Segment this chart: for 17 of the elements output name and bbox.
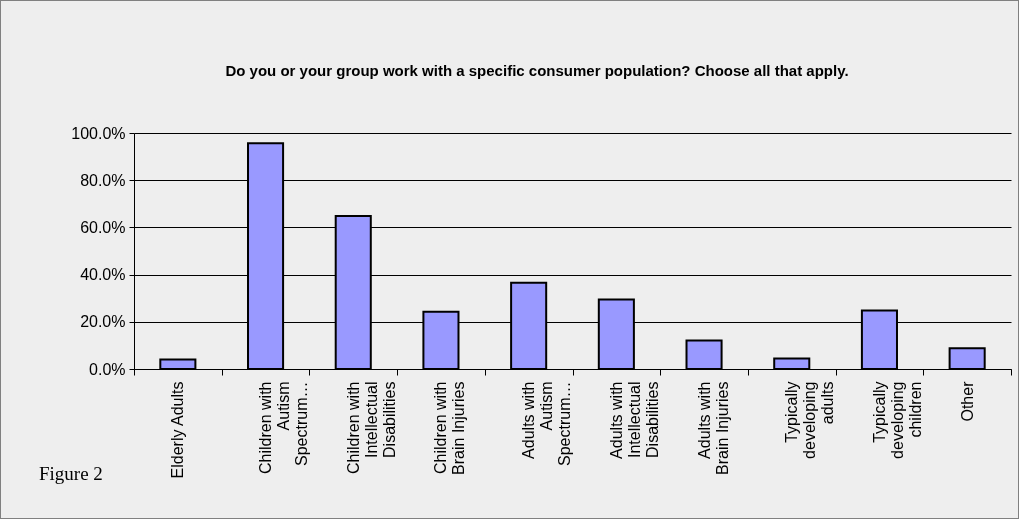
x-tick-label: Elderly Adults [169, 381, 187, 479]
caption: Figure 2 [39, 463, 103, 485]
x-tick-label: Typically developing adults [783, 381, 837, 459]
y-tick-label: 60.0% [80, 218, 126, 236]
x-tick-label: Other [958, 380, 976, 422]
x-tick-label: Adults with Intellectual Disabilities [607, 381, 661, 459]
x-tick-label: Children with Autism Spectrum… [257, 381, 311, 474]
chart-title: Do you or your group work with a specific consumer population? Choose all that apply. [224, 61, 850, 81]
y-tick-label: 20.0% [80, 313, 126, 331]
x-tick-label: Adults with Autism Spectrum… [520, 381, 574, 466]
y-tick-label: 80.0% [80, 171, 126, 189]
y-tick-label: 0.0% [89, 360, 126, 378]
x-tick-label: Children with Intellectual Disabilities [344, 381, 398, 474]
y-tick-label: 100.0% [71, 124, 126, 142]
x-tick-label: Children with Brain Injuries [432, 381, 468, 475]
x-tick-label: Adults with Brain Injuries [695, 381, 731, 475]
y-tick-label: 40.0% [80, 266, 126, 284]
